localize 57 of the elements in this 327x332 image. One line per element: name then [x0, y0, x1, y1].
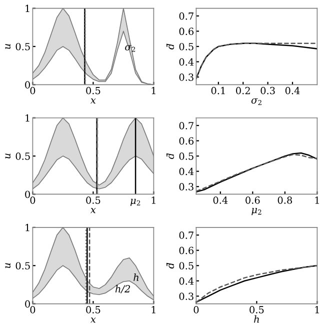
y-tick-label: 0 [25, 190, 30, 198]
y-axis-title: u [5, 154, 10, 159]
annotation: σ$_{2}$ [125, 45, 136, 52]
y-tick-label: 0.5 [16, 152, 30, 160]
x-tick-label: 0.5 [250, 306, 264, 314]
annotation: h/2 [115, 284, 130, 294]
y-axis-title: d̄ [166, 262, 174, 269]
x-tick-label: 0.4 [285, 86, 300, 94]
y-tick-label: 0.5 [16, 262, 30, 270]
x-axis-title: x [90, 98, 96, 104]
y-tick-label: 1 [26, 114, 30, 122]
annotation: h [134, 273, 138, 281]
x-tick-label: 0.1 [211, 86, 225, 94]
x-tick-label: 0.5 [86, 86, 100, 94]
y-axis-title: d̄ [166, 44, 174, 50]
x-tick-label: 0.3 [260, 86, 275, 94]
y-tick-label: 0 [25, 300, 30, 308]
y-axis-title: u [5, 263, 10, 268]
x-axis-title: μ$_{2}$ [252, 208, 262, 216]
y-tick-label: 0.7 [179, 12, 194, 20]
x-tick-label: 1 [152, 86, 156, 94]
y-tick-label: 0 [25, 81, 30, 88]
x-tick-label: 0 [194, 306, 199, 314]
y-axis-title: d̄ [166, 153, 174, 159]
y-tick-label: 0.5 [179, 152, 194, 160]
x-tick-label: 0.5 [86, 306, 100, 314]
x-tick-label: 0.4 [213, 196, 228, 204]
y-tick-label: 0.7 [179, 232, 194, 239]
y-tick-label: 1 [26, 4, 30, 12]
y-tick-label: 0.5 [179, 262, 194, 270]
y-tick-label: 1 [26, 224, 30, 232]
x-tick-label: 0.2 [236, 86, 250, 94]
ref-line-label: μ$_{2}$ [130, 198, 140, 206]
x-tick-label: 0.5 [86, 196, 100, 204]
x-tick-label: 1 [152, 306, 156, 314]
x-axis-title: x [90, 208, 96, 214]
x-axis-title: x [90, 318, 96, 323]
y-tick-label: 0.7 [179, 122, 194, 130]
y-tick-label: 0.6 [179, 28, 194, 36]
x-tick-label: 0.6 [246, 196, 260, 204]
y-tick-label: 0.3 [179, 183, 194, 190]
y-tick-label: 0.3 [179, 74, 194, 81]
y-tick-label: 0.4 [179, 168, 194, 176]
x-axis-title: σ$_{2}$ [251, 98, 262, 106]
y-tick-label: 0.6 [179, 137, 194, 145]
x-tick-label: 0.8 [278, 196, 292, 204]
y-tick-label: 0.4 [179, 58, 194, 66]
x-tick-label: 1 [315, 196, 319, 204]
y-tick-label: 0.6 [179, 246, 194, 254]
y-axis-title: u [5, 44, 10, 49]
y-tick-label: 0.4 [179, 277, 194, 285]
y-tick-label: 0.3 [179, 292, 194, 300]
x-tick-label: 1 [152, 196, 156, 204]
y-tick-label: 0.5 [179, 42, 194, 50]
x-axis-title: h [254, 315, 259, 323]
x-tick-label: 1 [315, 306, 319, 314]
y-tick-label: 0.5 [16, 42, 30, 50]
